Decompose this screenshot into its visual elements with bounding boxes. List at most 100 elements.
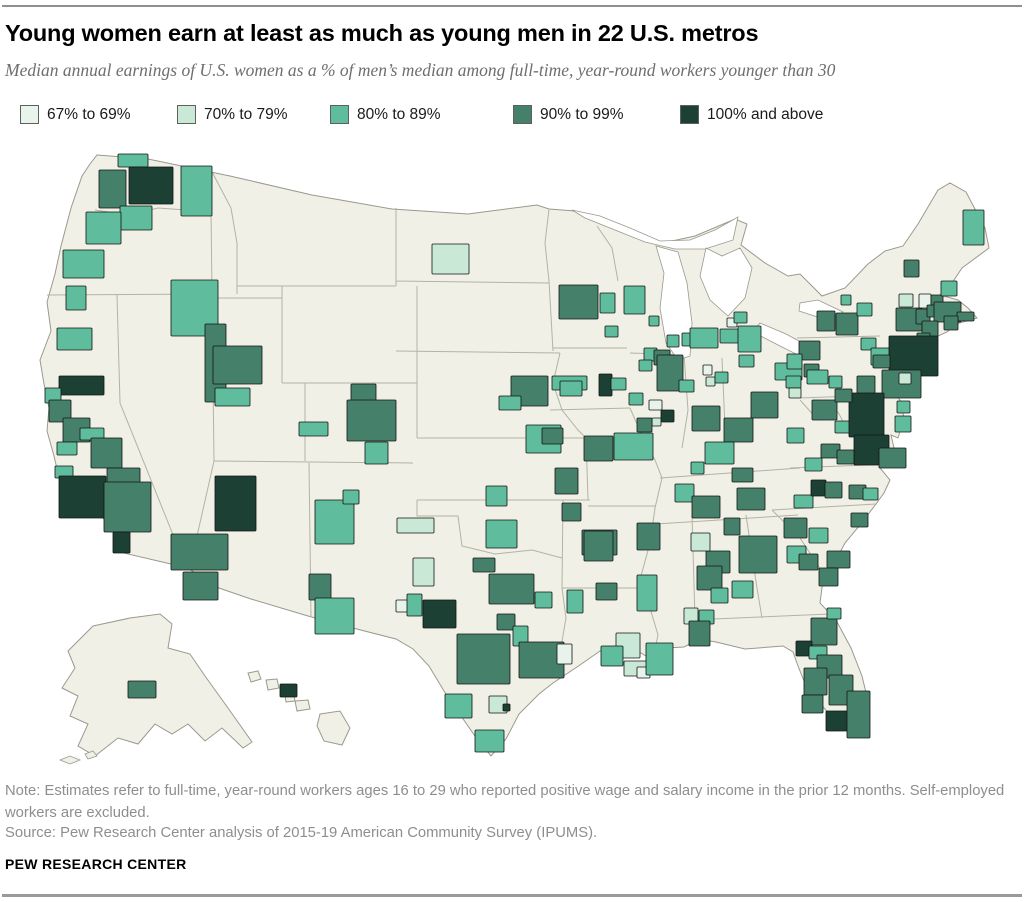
metro-area [810, 617, 838, 646]
note-text: Note: Estimates refer to full-time, year… [5, 783, 1005, 821]
metro-area [714, 371, 729, 384]
metro-area [850, 512, 869, 528]
metro-area [818, 567, 839, 587]
metro-area [737, 325, 762, 353]
metro-area [835, 312, 859, 336]
metro-area [456, 633, 511, 685]
metro-area [903, 259, 920, 278]
metro-area [412, 557, 435, 587]
legend-label-5: 100% and above [707, 106, 824, 123]
metro-area [826, 607, 842, 620]
metro-area [485, 485, 508, 507]
chart-title: Young women earn at least as much as you… [5, 20, 759, 46]
metro-area [534, 591, 553, 609]
legend-swatch-1 [20, 105, 39, 124]
metro-area [406, 593, 423, 617]
metro-area [474, 729, 505, 753]
metro-area [704, 441, 735, 465]
metro-area [840, 294, 852, 306]
metro-area [860, 337, 877, 351]
us-choropleth-map [0, 148, 1024, 778]
chart-subtitle: Median annual earnings of U.S. women as … [5, 60, 836, 80]
metro-area [691, 495, 721, 519]
metro-area [444, 693, 473, 719]
metro-area [308, 573, 332, 601]
metro-area [502, 703, 511, 712]
metro-area [956, 311, 975, 322]
metro-area [648, 315, 660, 327]
metro-area [214, 475, 257, 532]
metro-area [689, 327, 719, 349]
metro-area [128, 166, 174, 205]
metro-area [298, 421, 329, 437]
top-rule [2, 5, 1022, 7]
metro-area [723, 417, 754, 443]
metro-area [583, 530, 614, 562]
metro-area [645, 642, 674, 676]
metro-area [431, 243, 470, 275]
metro-area [691, 405, 721, 432]
metro-area [962, 209, 985, 246]
metro-area [798, 553, 819, 571]
metro-area [848, 392, 885, 438]
metro-area [595, 582, 618, 601]
metro-area [786, 427, 805, 444]
metro-area [214, 387, 251, 407]
metro-area [824, 481, 843, 499]
metro-area [314, 499, 355, 545]
metro-area [103, 481, 152, 533]
metro-area [656, 354, 684, 392]
metro-area [600, 645, 624, 667]
metro-area [636, 417, 653, 433]
metro-areas [44, 153, 985, 753]
metro-area [943, 315, 959, 331]
metro-area [559, 380, 583, 397]
metro-area [279, 683, 298, 698]
metro-area [816, 310, 836, 332]
legend-label-2: 70% to 79% [204, 106, 288, 123]
metro-area [836, 449, 855, 465]
metro-area [806, 369, 829, 385]
metro-area [598, 373, 613, 397]
metro-area [90, 437, 123, 469]
metro-area [182, 571, 219, 601]
legend-swatch-5 [680, 105, 699, 124]
metro-area [119, 205, 153, 231]
bottom-rule [2, 894, 1022, 897]
metro-area [599, 292, 616, 314]
metro-area [786, 353, 803, 370]
metro-area [750, 391, 779, 419]
metro-area [733, 311, 748, 324]
metro-area [636, 574, 658, 612]
metro-area [898, 293, 914, 308]
great-lakes [571, 209, 844, 361]
metro-area [788, 387, 802, 399]
metro-area [651, 417, 662, 427]
source-text: Source: Pew Research Center analysis of … [5, 825, 598, 841]
metro-area [856, 375, 876, 396]
legend-label-4: 90% to 99% [540, 106, 624, 123]
metro-area [180, 165, 213, 217]
metro-area [212, 345, 263, 385]
metro-area [738, 535, 778, 574]
metro-area [793, 494, 814, 509]
metro-area [811, 399, 838, 421]
us-mainland [39, 154, 990, 765]
metro-area [801, 694, 824, 714]
metro-area [648, 399, 663, 411]
metro-area [690, 532, 711, 552]
alaska-inset [61, 613, 253, 757]
metro-area [541, 427, 564, 445]
metro-area [804, 457, 823, 472]
metro-area [561, 502, 582, 522]
metro-area [127, 680, 157, 699]
metro-area [342, 489, 360, 505]
metro-area [940, 280, 958, 297]
metro-area [862, 487, 879, 501]
metro-area [803, 667, 828, 696]
metro-area [556, 643, 573, 665]
metro-area [834, 420, 851, 434]
metro-area [623, 285, 646, 315]
metro-area [98, 169, 127, 209]
metro-area [731, 467, 754, 483]
